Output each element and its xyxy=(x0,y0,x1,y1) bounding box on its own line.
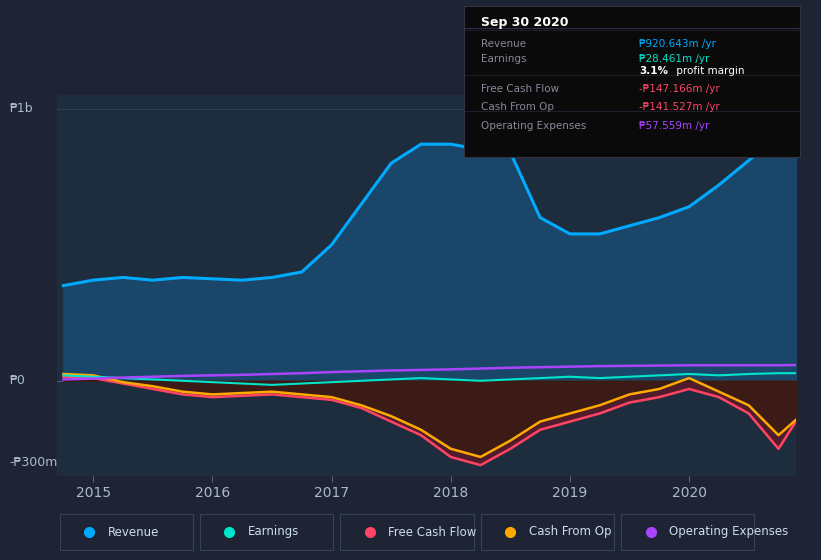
Bar xyxy=(481,514,614,550)
Text: Cash From Op: Cash From Op xyxy=(481,102,553,113)
Text: ₱57.559m /yr: ₱57.559m /yr xyxy=(639,120,709,130)
Bar xyxy=(200,514,333,550)
Text: profit margin: profit margin xyxy=(672,66,744,76)
Text: Revenue: Revenue xyxy=(108,525,159,539)
Text: -₱141.527m /yr: -₱141.527m /yr xyxy=(639,102,720,113)
Text: Free Cash Flow: Free Cash Flow xyxy=(388,525,477,539)
Text: Operating Expenses: Operating Expenses xyxy=(669,525,788,539)
Bar xyxy=(341,514,474,550)
Text: 3.1%: 3.1% xyxy=(639,66,668,76)
Text: ₱28.461m /yr: ₱28.461m /yr xyxy=(639,54,709,64)
Text: -₱147.166m /yr: -₱147.166m /yr xyxy=(639,84,720,94)
Bar xyxy=(60,514,193,550)
Text: -₱300m: -₱300m xyxy=(10,456,57,469)
Text: Free Cash Flow: Free Cash Flow xyxy=(481,84,559,94)
Text: Cash From Op: Cash From Op xyxy=(529,525,611,539)
Text: ₱1b: ₱1b xyxy=(10,102,33,115)
Text: Operating Expenses: Operating Expenses xyxy=(481,120,586,130)
Text: Earnings: Earnings xyxy=(248,525,300,539)
Text: Revenue: Revenue xyxy=(481,39,525,49)
Bar xyxy=(621,514,754,550)
Text: Earnings: Earnings xyxy=(481,54,526,64)
Text: ₱920.643m /yr: ₱920.643m /yr xyxy=(639,39,716,49)
Text: ₱0: ₱0 xyxy=(10,374,25,388)
Text: Sep 30 2020: Sep 30 2020 xyxy=(481,16,568,29)
